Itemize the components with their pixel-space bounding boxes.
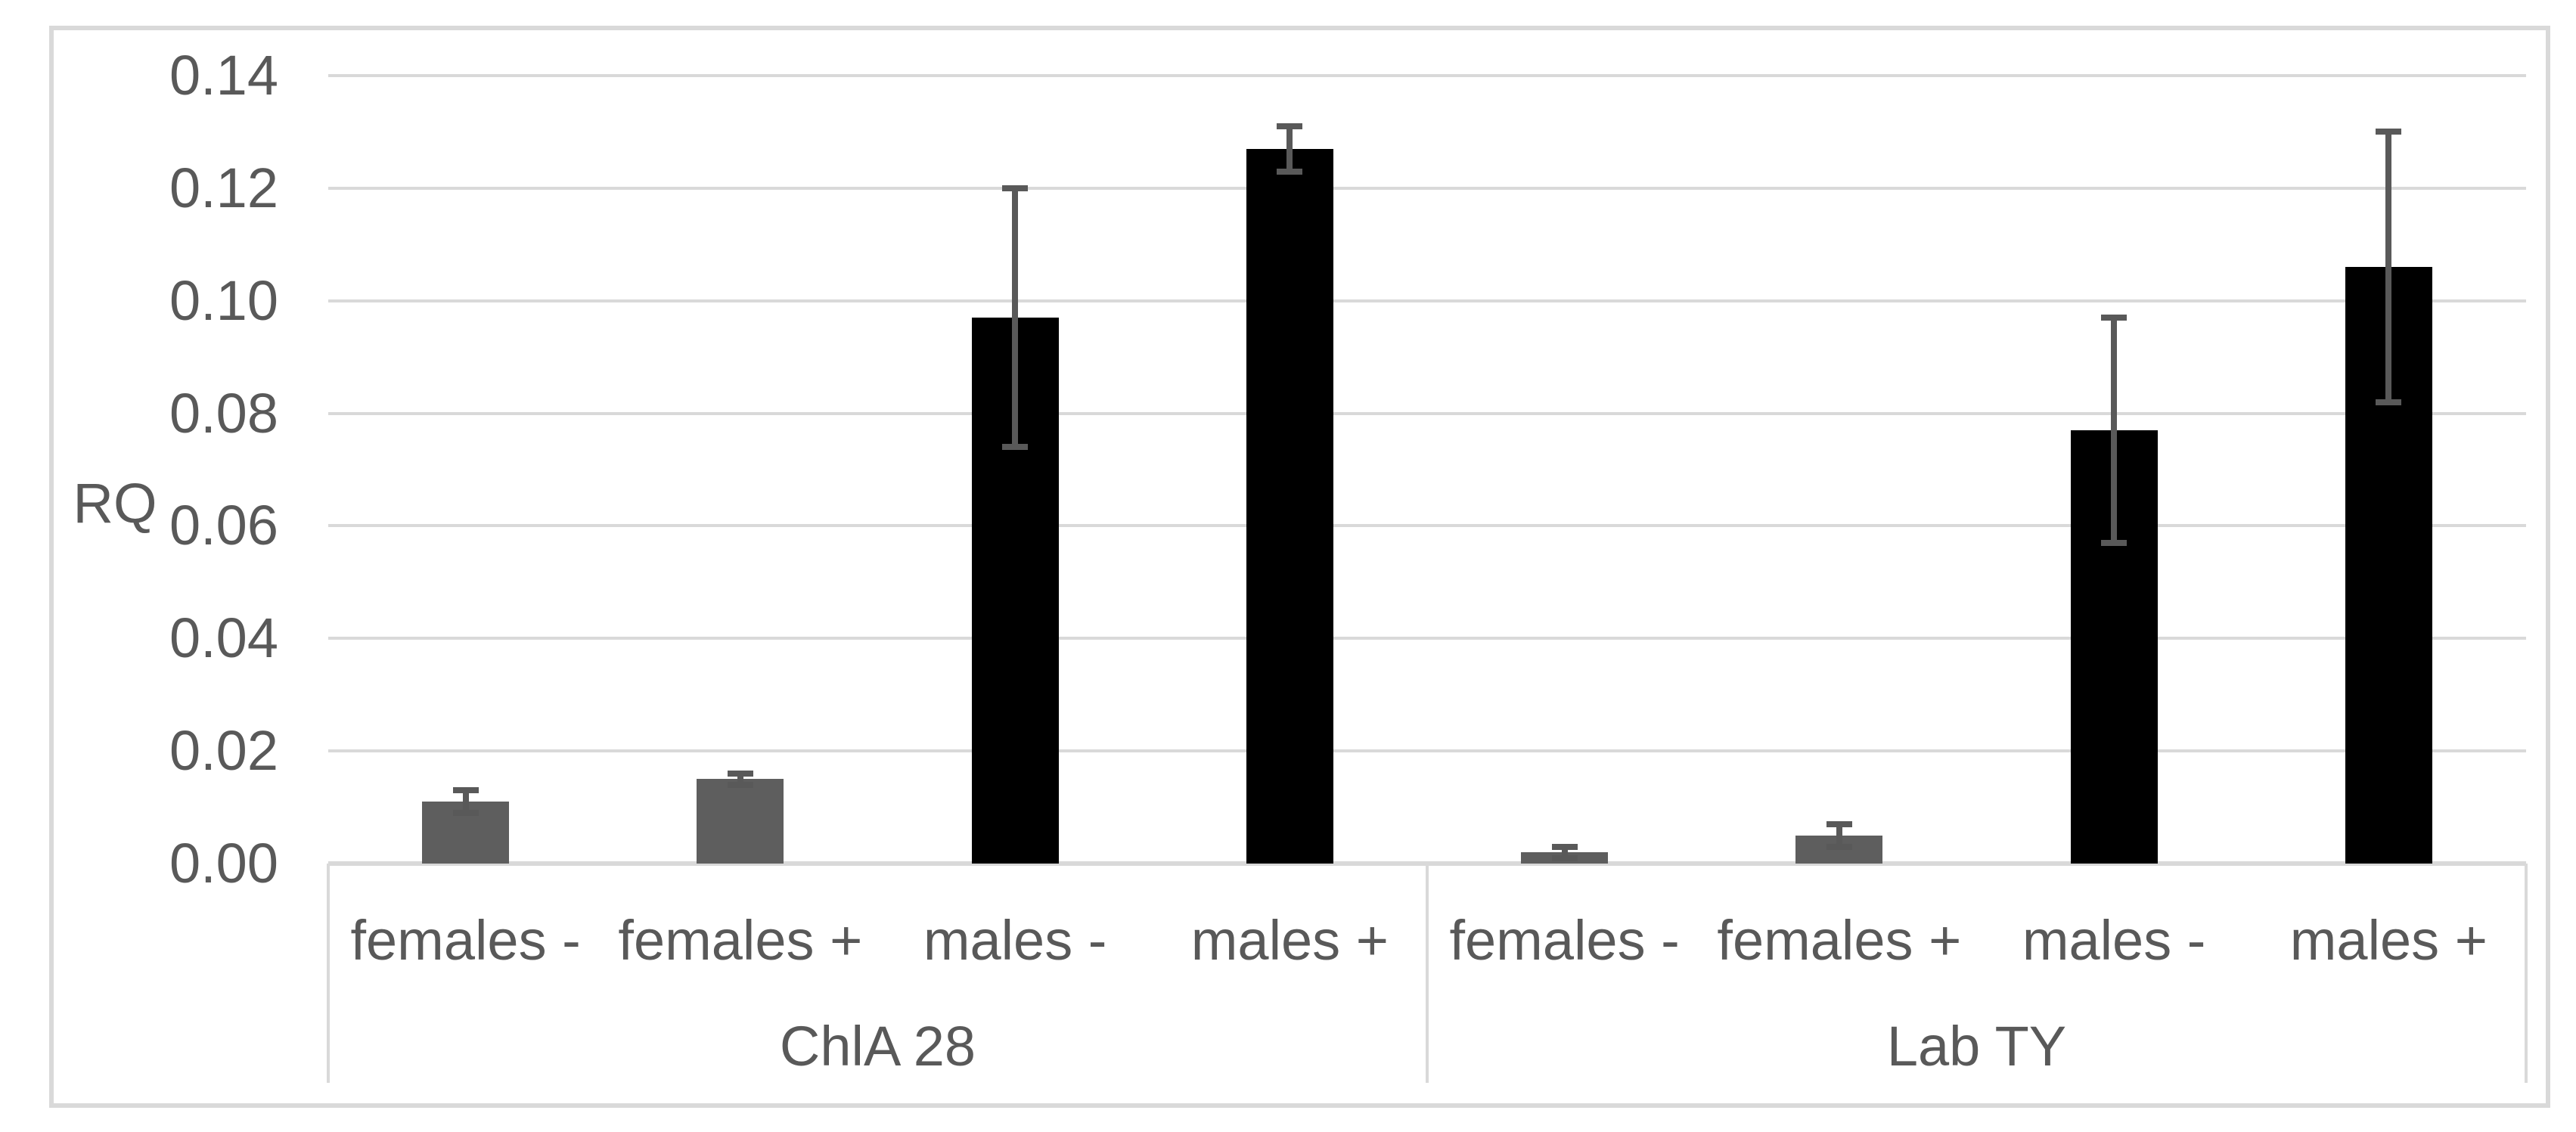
category-label-lab-ty-males-plus: males + — [2289, 909, 2488, 972]
y-tick-label-0.00: 0.00 — [169, 832, 278, 895]
gridline-0.06 — [328, 524, 2526, 528]
y-tick-label-0.06: 0.06 — [169, 494, 278, 557]
y-tick-label-0.10: 0.10 — [169, 268, 278, 332]
error-cap-top-chla-28-males-plus — [1277, 123, 1303, 129]
category-label-chla-28-males-minus: males - — [923, 909, 1107, 972]
error-cap-top-chla-28-females-plus — [727, 770, 753, 777]
error-bar-lab-ty-males-plus — [2385, 132, 2392, 402]
gridline-0.08 — [328, 411, 2526, 415]
y-tick-label-0.02: 0.02 — [169, 719, 278, 783]
error-cap-top-lab-ty-males-minus — [2101, 315, 2128, 321]
error-bar-chla-28-males-minus — [1012, 188, 1019, 448]
error-cap-bottom-chla-28-females-minus — [452, 810, 479, 816]
category-label-chla-28-females-minus: females - — [350, 909, 581, 972]
error-bar-lab-ty-males-minus — [2111, 318, 2118, 543]
error-cap-top-chla-28-males-minus — [1002, 185, 1029, 191]
error-cap-bottom-lab-ty-females-plus — [1826, 843, 1852, 850]
category-label-chla-28-females-plus: females + — [618, 909, 863, 972]
chart-frame — [49, 26, 2550, 1108]
error-cap-bottom-chla-28-females-plus — [727, 781, 753, 788]
error-cap-bottom-lab-ty-males-minus — [2101, 539, 2128, 546]
error-bar-chla-28-males-plus — [1286, 126, 1293, 172]
category-label-lab-ty-females-plus: females + — [1717, 909, 1962, 972]
error-cap-bottom-lab-ty-males-plus — [2376, 399, 2402, 405]
y-tick-label-0.12: 0.12 — [169, 156, 278, 219]
error-bar-chla-28-females-minus — [462, 790, 469, 813]
axis-divider-2 — [2525, 864, 2528, 1083]
gridline-0.02 — [328, 749, 2526, 753]
y-tick-label-0.04: 0.04 — [169, 606, 278, 670]
group-label-lab-ty: Lab TY — [1886, 1015, 2067, 1078]
bar-chla-28-females-plus — [697, 779, 784, 864]
gridline-0.14 — [328, 74, 2526, 77]
category-label-lab-ty-males-minus: males - — [2022, 909, 2206, 972]
gridline-0.12 — [328, 186, 2526, 190]
error-cap-top-chla-28-females-minus — [452, 787, 479, 794]
axis-divider-1 — [1426, 864, 1429, 1083]
error-cap-bottom-chla-28-males-plus — [1277, 168, 1303, 175]
y-tick-label-0.08: 0.08 — [169, 381, 278, 445]
error-cap-top-lab-ty-females-minus — [1551, 843, 1578, 850]
error-bar-chla-28-females-plus — [737, 773, 743, 785]
bar-chla-28-males-plus — [1246, 148, 1333, 864]
error-bar-lab-ty-females-plus — [1836, 823, 1842, 847]
axis-divider-0 — [327, 864, 330, 1083]
y-tick-label-0.14: 0.14 — [169, 44, 278, 107]
gridline-0.04 — [328, 637, 2526, 640]
error-bar-lab-ty-females-minus — [1561, 846, 1568, 858]
group-label-chla-28: ChlA 28 — [779, 1015, 976, 1078]
category-label-chla-28-males-plus: males + — [1190, 909, 1389, 972]
error-cap-top-lab-ty-females-plus — [1826, 820, 1852, 827]
gridline-0.10 — [328, 299, 2526, 302]
error-cap-bottom-chla-28-males-minus — [1002, 444, 1029, 451]
error-cap-top-lab-ty-males-plus — [2376, 129, 2402, 135]
error-cap-bottom-lab-ty-females-minus — [1551, 854, 1578, 861]
y-axis-title: RQ — [73, 472, 157, 535]
category-label-lab-ty-females-minus: females - — [1449, 909, 1680, 972]
